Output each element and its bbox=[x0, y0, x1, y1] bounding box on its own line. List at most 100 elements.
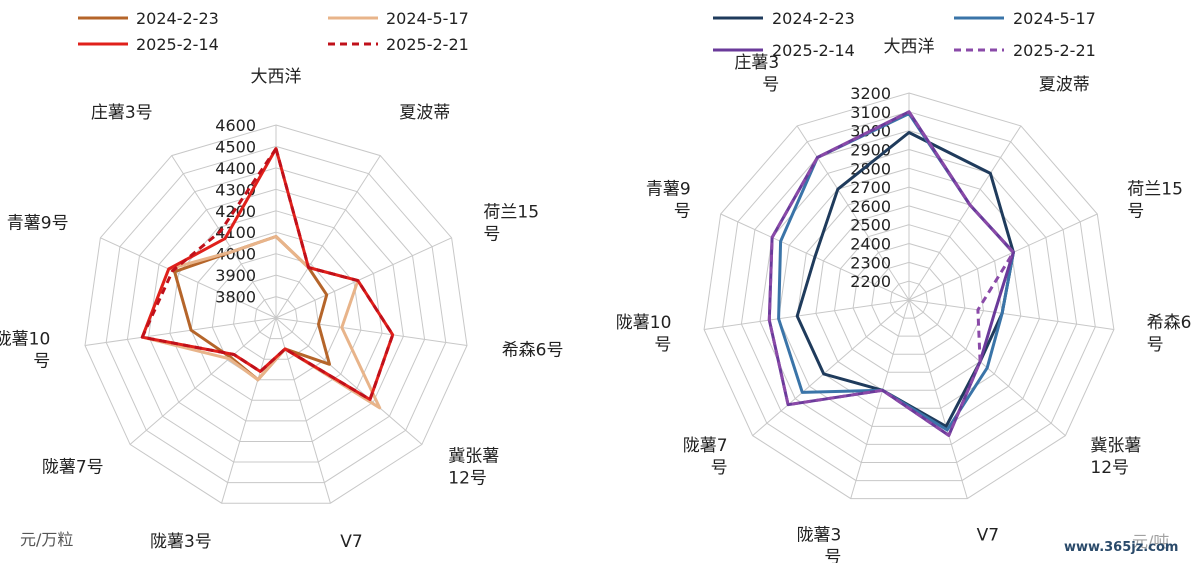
legend-label: 2024-5-17 bbox=[386, 9, 469, 28]
category-label-line: 号 bbox=[762, 75, 779, 95]
tick-label: 2500 bbox=[850, 216, 891, 235]
category-label: 庄薯3号 bbox=[91, 103, 153, 123]
radar-series-group bbox=[140, 147, 395, 410]
radar-series-group bbox=[767, 110, 1015, 437]
category-label-line: V7 bbox=[977, 525, 999, 545]
grid-spoke bbox=[850, 299, 910, 499]
category-label-line: 号 bbox=[483, 224, 500, 244]
category-label: 荷兰15 号 bbox=[1127, 179, 1183, 221]
grid-ring bbox=[722, 111, 1096, 482]
tick-label: 3100 bbox=[850, 103, 891, 122]
category-label: V7 bbox=[977, 525, 999, 545]
grid-ring bbox=[126, 167, 426, 463]
tick-label: 3900 bbox=[215, 266, 256, 285]
tick-label: 2800 bbox=[850, 159, 891, 178]
grid-spoke bbox=[129, 317, 277, 445]
category-label-line: 号 bbox=[1127, 201, 1144, 221]
grid-spoke bbox=[171, 155, 277, 319]
grid-ring bbox=[190, 231, 362, 401]
legend: 2024-2-23 2024-5-17 2025-2-14 2025-2-21 bbox=[713, 9, 1096, 60]
category-label: 夏波蒂 bbox=[399, 103, 450, 123]
radar-grid bbox=[703, 92, 1115, 500]
category-label-line: 陇薯7 bbox=[683, 436, 728, 456]
legend-label: 2025-2-14 bbox=[136, 35, 219, 54]
legend-label: 2024-5-17 bbox=[1013, 9, 1096, 28]
tick-label: 4600 bbox=[215, 116, 256, 135]
tick-label: 2600 bbox=[850, 197, 891, 216]
grid-ring bbox=[148, 188, 404, 442]
category-label-line: 大西洋 bbox=[251, 67, 302, 87]
category-label-line: 号 bbox=[654, 335, 671, 355]
grid-ring bbox=[105, 145, 447, 484]
series-line-2025-2-21 bbox=[140, 147, 395, 401]
grid-ring bbox=[889, 280, 929, 319]
grid-spoke bbox=[221, 317, 277, 504]
grid-ring bbox=[740, 130, 1078, 463]
category-label-line: 陇薯10 bbox=[616, 313, 672, 333]
category-label: 希森6号 bbox=[502, 340, 564, 360]
category-label-line: 青薯9号 bbox=[7, 213, 69, 233]
category-label-line: 号 bbox=[674, 201, 691, 221]
grid-spoke bbox=[908, 299, 1114, 330]
legend-label: 2025-2-21 bbox=[1013, 41, 1096, 60]
legend-label: 2024-2-23 bbox=[772, 9, 855, 28]
category-label: V7 bbox=[340, 532, 362, 552]
tick-label: 4500 bbox=[215, 137, 256, 156]
category-label: 陇薯10 号 bbox=[0, 329, 50, 371]
category-label-line: 陇薯10 bbox=[0, 329, 50, 349]
category-label-line: 12号 bbox=[1090, 458, 1129, 478]
category-label: 冀张薯 12号 bbox=[1090, 436, 1141, 478]
unit-label-left: 元/万粒 bbox=[20, 530, 73, 549]
grid-ring bbox=[84, 124, 468, 504]
category-label-line: 青薯9 bbox=[646, 179, 691, 199]
legend-label: 2025-2-14 bbox=[772, 41, 855, 60]
category-label-line: 号 bbox=[33, 351, 50, 371]
category-label-line: V7 bbox=[340, 532, 362, 552]
tick-label: 4000 bbox=[215, 245, 256, 264]
grid-ring bbox=[759, 148, 1059, 445]
category-label-line: 夏波蒂 bbox=[1039, 75, 1090, 95]
category-label-line: 冀张薯 bbox=[1090, 436, 1141, 456]
category-label-line: 荷兰15 bbox=[1127, 179, 1183, 199]
tick-label: 3200 bbox=[850, 84, 891, 103]
legend-label: 2024-2-23 bbox=[136, 9, 219, 28]
category-label-line: 号 bbox=[1147, 335, 1164, 355]
category-label-line: 大西洋 bbox=[884, 37, 935, 57]
radar-chart-left: 380039004000410042004300440045004600大西洋夏… bbox=[0, 9, 564, 552]
category-label-line: 冀张薯 bbox=[448, 446, 499, 466]
category-label-line: 荷兰15 bbox=[483, 202, 539, 222]
category-label: 陇薯3号 bbox=[150, 532, 212, 552]
grid-spoke bbox=[796, 125, 910, 301]
category-label-line: 庄薯3 bbox=[734, 53, 779, 73]
grid-spoke bbox=[275, 155, 381, 319]
category-label-line: 希森6号 bbox=[502, 340, 564, 360]
category-label-line: 12号 bbox=[448, 468, 487, 488]
category-label: 陇薯7号 bbox=[42, 457, 104, 477]
grid-spoke bbox=[752, 299, 910, 436]
grid-ring bbox=[211, 253, 341, 381]
category-label: 陇薯10 号 bbox=[616, 313, 672, 355]
category-label-line: 夏波蒂 bbox=[399, 103, 450, 123]
tick-label: 2300 bbox=[850, 253, 891, 272]
unit-label-right: 元/吨 bbox=[1132, 532, 1169, 551]
category-label: 大西洋 bbox=[251, 67, 302, 87]
grid-spoke bbox=[100, 237, 277, 319]
category-label: 荷兰15 号 bbox=[483, 202, 539, 244]
grid-spoke bbox=[275, 317, 468, 346]
tick-label: 2700 bbox=[850, 178, 891, 197]
grid-spoke bbox=[275, 317, 423, 445]
series-line-2024-5-17 bbox=[140, 235, 382, 410]
grid-ring bbox=[254, 296, 298, 340]
category-label-line: 希森6 bbox=[1147, 313, 1191, 333]
category-label-line: 陇薯3 bbox=[797, 525, 842, 545]
category-label: 青薯9号 bbox=[7, 213, 69, 233]
grid-spoke bbox=[908, 213, 1098, 301]
tick-label: 4400 bbox=[215, 159, 256, 178]
series-line-2025-2-14 bbox=[767, 110, 1015, 437]
grid-ring bbox=[778, 167, 1040, 427]
category-label-line: 庄薯3号 bbox=[91, 103, 153, 123]
